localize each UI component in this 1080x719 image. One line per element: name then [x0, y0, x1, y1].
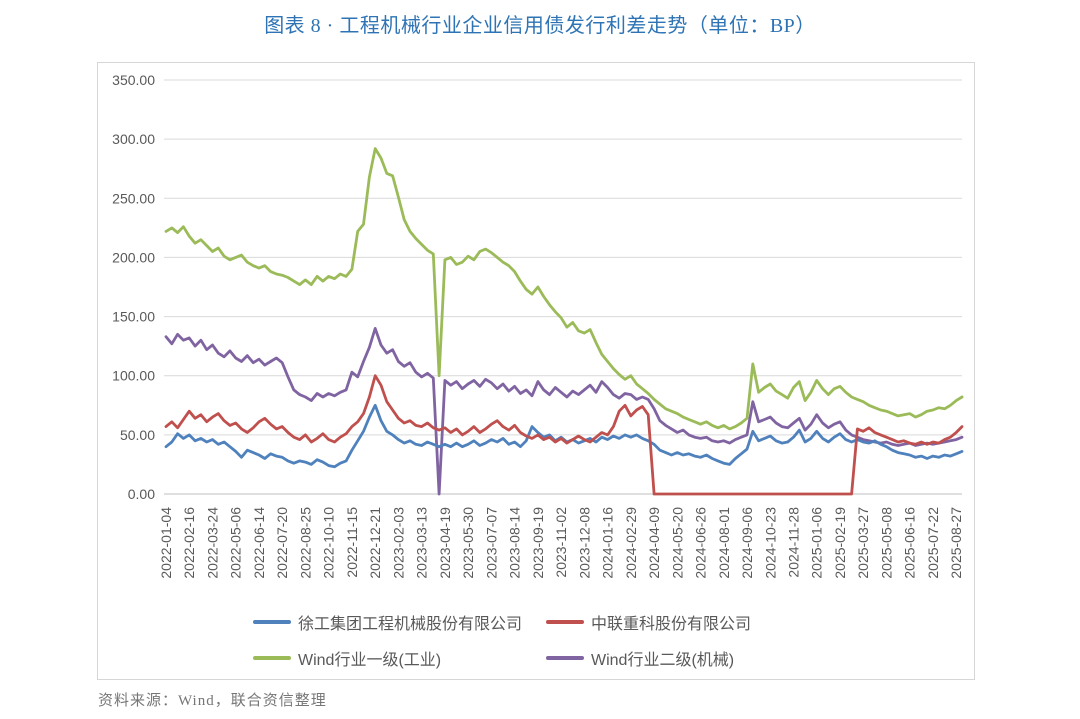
y-axis-tick-label: 50.00 — [120, 427, 155, 443]
series-line-wind-industry-l1 — [164, 147, 964, 431]
x-axis-tick-label: 2024-09-06 — [739, 507, 755, 579]
page-title: 图表 8 · 工程机械行业企业信用债发行利差走势（单位：BP） — [264, 15, 816, 37]
x-axis-tick-label: 2024-04-09 — [646, 507, 662, 579]
x-axis-tick-label: 2024-05-20 — [669, 507, 685, 579]
x-axis-tick-label: 2023-11-02 — [553, 507, 569, 578]
legend-label-wind-industry-l1: Wind行业一级(工业) — [298, 652, 442, 669]
chart-area: 350.00 300.00 250.00 200.00 150.00 100.00 50.0… — [97, 62, 975, 680]
x-axis-tick-label: 2022-08-25 — [297, 507, 313, 579]
y-axis-tick-label: 0.00 — [128, 486, 155, 502]
legend-item-zoomlion: 中联重科股份有限公司 — [546, 610, 751, 634]
x-axis-tick-label: 2022-12-21 — [367, 507, 383, 579]
y-axis-tick-label: 250.00 — [112, 190, 155, 206]
series-line-xugong — [164, 403, 964, 469]
series-line-zoomlion — [164, 374, 964, 496]
legend-item-wind-industry-l1: Wind行业一级(工业) — [253, 646, 441, 670]
spread-line-chart: 350.00 300.00 250.00 200.00 150.00 100.00 50.0… — [112, 72, 964, 579]
x-axis-tick-label: 2024-02-29 — [623, 507, 639, 579]
source-note: 资料来源：Wind，联合资信整理 — [98, 693, 327, 709]
y-axis-tick-label: 100.00 — [112, 368, 155, 384]
y-axis-tick-label: 200.00 — [112, 249, 155, 265]
x-axis-tick-label: 2023-12-08 — [576, 507, 592, 579]
x-axis-tick-label: 2023-08-14 — [507, 507, 523, 579]
y-axis-tick-label: 350.00 — [112, 72, 155, 88]
x-axis-tick-label: 2025-05-08 — [878, 507, 894, 579]
x-axis-tick-label: 2025-02-19 — [832, 507, 848, 579]
x-axis-tick-label: 2022-11-15 — [344, 507, 360, 578]
x-axis-tick-label: 2022-05-06 — [228, 507, 244, 579]
x-axis-tick-label: 2024-11-28 — [786, 507, 802, 578]
legend-label-xugong: 徐工集团工程机械股份有限公司 — [298, 616, 523, 633]
legend-swatch-xugong — [253, 619, 291, 625]
legend-swatch-wind-machinery-l2 — [546, 655, 584, 661]
x-axis-tick-label: 2022-07-20 — [274, 507, 290, 579]
x-axis-tick-label: 2024-08-01 — [716, 507, 732, 579]
legend-label-zoomlion: 中联重科股份有限公司 — [591, 616, 752, 633]
x-axis-tick-label: 2024-06-26 — [693, 507, 709, 579]
legend-item-xugong: 徐工集团工程机械股份有限公司 — [253, 610, 522, 634]
x-axis-tick-label: 2023-02-03 — [390, 507, 406, 579]
x-axis-tick-label: 2022-06-14 — [251, 507, 267, 579]
x-axis-tick-label: 2023-09-19 — [530, 507, 546, 579]
x-axis-tick-label: 2023-03-13 — [414, 507, 430, 579]
series-line-wind-machinery-l2 — [164, 326, 964, 496]
x-axis-tick-label: 2025-03-27 — [855, 507, 871, 579]
x-axis-tick-label: 2025-07-22 — [925, 507, 941, 579]
legend-item-wind-machinery-l2: Wind行业二级(机械) — [546, 646, 734, 670]
x-axis-tick-label: 2023-05-30 — [460, 507, 476, 579]
x-axis-tick-label: 2024-01-16 — [600, 507, 616, 579]
x-axis-tick-label: 2023-04-19 — [437, 507, 453, 579]
x-axis-tick-label: 2022-02-16 — [181, 507, 197, 579]
x-axis-tick-label: 2022-03-24 — [204, 507, 220, 579]
x-axis-tick-label: 2023-07-07 — [483, 507, 499, 579]
x-axis-tick-label: 2025-08-27 — [948, 507, 964, 579]
x-axis-tick-label: 2022-01-04 — [158, 507, 174, 579]
legend-swatch-zoomlion — [546, 619, 584, 625]
x-axis-tick-label: 2025-01-06 — [809, 507, 825, 579]
x-axis-tick-label: 2022-10-10 — [321, 507, 337, 579]
y-axis-tick-label: 150.00 — [112, 309, 155, 325]
legend-label-wind-machinery-l2: Wind行业二级(机械) — [591, 652, 735, 669]
y-axis-tick-label: 300.00 — [112, 131, 155, 147]
x-axis-tick-label: 2024-10-23 — [762, 507, 778, 579]
legend-swatch-wind-industry-l1 — [253, 655, 291, 661]
x-axis-tick-label: 2025-06-16 — [902, 507, 918, 579]
